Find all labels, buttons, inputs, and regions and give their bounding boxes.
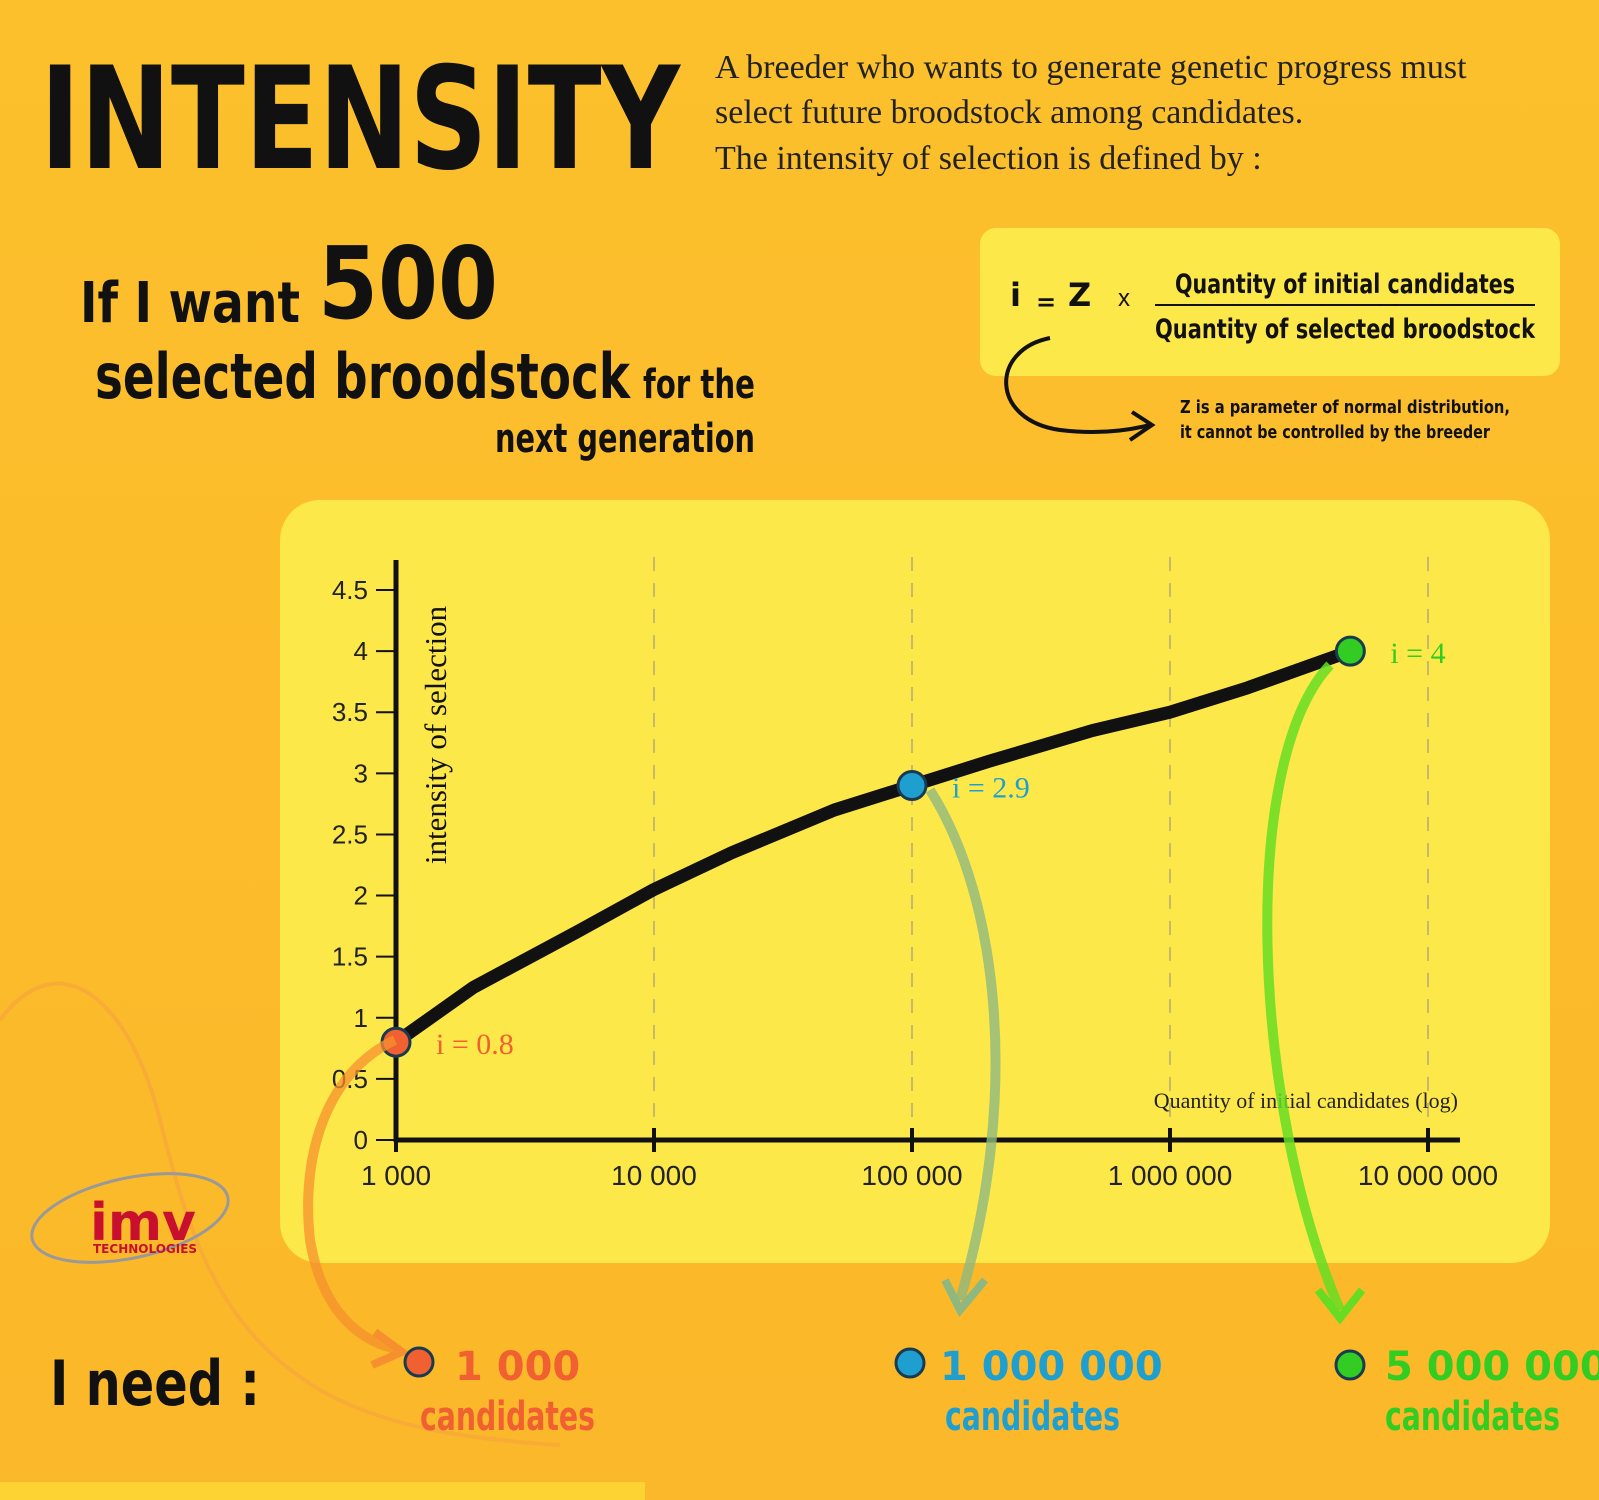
headline-prefix: If I want — [80, 271, 300, 336]
logo-sub: TECHNOLOGIES — [93, 1242, 197, 1256]
headline-line: next generation — [495, 416, 755, 462]
x-tick-label: 1 000 — [361, 1160, 431, 1191]
y-tick-label: 3.5 — [332, 697, 368, 727]
logo: imv — [90, 1193, 196, 1253]
description-line: select future broodstock among candidate… — [715, 94, 1303, 131]
y-tick-label: 3 — [354, 758, 368, 788]
bottom-strip — [0, 1482, 645, 1500]
y-tick-label: 1 — [354, 1003, 368, 1033]
need-dot — [403, 1346, 435, 1378]
headline-number: 500 — [318, 225, 498, 342]
x-tick-label: 1 000 000 — [1108, 1160, 1233, 1191]
formula-box — [980, 228, 1560, 376]
x-tick-label: 100 000 — [861, 1160, 962, 1191]
arrowhead — [1314, 1287, 1366, 1325]
arrowhead — [941, 1277, 989, 1318]
connector-arrow — [925, 787, 1001, 1302]
need-number: 5 000 000 — [1385, 1344, 1599, 1390]
formula-symbol: Z — [1068, 276, 1091, 314]
point — [896, 770, 928, 802]
headline-suffix: for the — [643, 362, 755, 408]
need-number: 1 000 000 — [940, 1344, 1163, 1390]
formula-numerator: Quantity of initial candidates — [1175, 269, 1515, 300]
formula-symbol: i — [1010, 276, 1021, 314]
y-axis-label: intensity of selection — [418, 605, 453, 864]
point-label: i = 0.8 — [436, 1028, 514, 1061]
title: INTENSITY — [40, 37, 682, 202]
x-tick-label: 10 000 — [611, 1160, 697, 1191]
x-axis-label: Quantity of initial candidates (log) — [1154, 1088, 1458, 1113]
need-dot — [1334, 1349, 1366, 1381]
y-tick-label: 4.5 — [332, 575, 368, 605]
point-label: i = 4 — [1390, 637, 1445, 670]
connector-arrow — [1262, 661, 1345, 1312]
y-tick-label: 0 — [354, 1125, 368, 1155]
need-label: candidates — [420, 1394, 595, 1440]
y-tick-label: 2.5 — [332, 819, 368, 849]
chart-panel — [280, 500, 1550, 1263]
formula-symbol: x — [1118, 285, 1130, 312]
chart: 1 000 10 000 100 000 1 000 000 10 000 00000.… — [332, 557, 1498, 1191]
need-label: candidates — [1385, 1394, 1560, 1440]
formula-note: Z is a parameter of normal distribution, — [1180, 397, 1510, 418]
formula-denominator: Quantity of selected broodstock — [1155, 314, 1536, 345]
connector-arrow — [303, 1035, 402, 1355]
description-line: A breeder who wants to generate genetic … — [715, 49, 1467, 86]
headline-line: selected broodstock — [95, 340, 631, 413]
arrowhead — [370, 1328, 410, 1369]
description-line: The intensity of selection is defined by… — [715, 140, 1262, 177]
curve — [389, 644, 1357, 1049]
need-label: candidates — [945, 1394, 1120, 1440]
formula-note: it cannot be controlled by the breeder — [1180, 422, 1490, 443]
point-label: i = 2.9 — [952, 772, 1030, 805]
note-arrowhead — [1128, 410, 1156, 442]
formula-symbol: = — [1036, 288, 1056, 316]
note-arrow — [1004, 336, 1151, 435]
y-tick-label: 2 — [354, 881, 368, 911]
footer-lead: I need : — [50, 1347, 260, 1420]
logo-ring — [30, 1172, 230, 1264]
point — [1334, 635, 1366, 667]
bell-decoration — [0, 981, 561, 1447]
need-number: 1 000 — [455, 1344, 580, 1390]
y-tick-label: 4 — [354, 636, 368, 666]
y-tick-label: 1.5 — [332, 942, 368, 972]
x-tick-label: 10 000 000 — [1358, 1160, 1498, 1191]
need-dot — [894, 1347, 926, 1379]
